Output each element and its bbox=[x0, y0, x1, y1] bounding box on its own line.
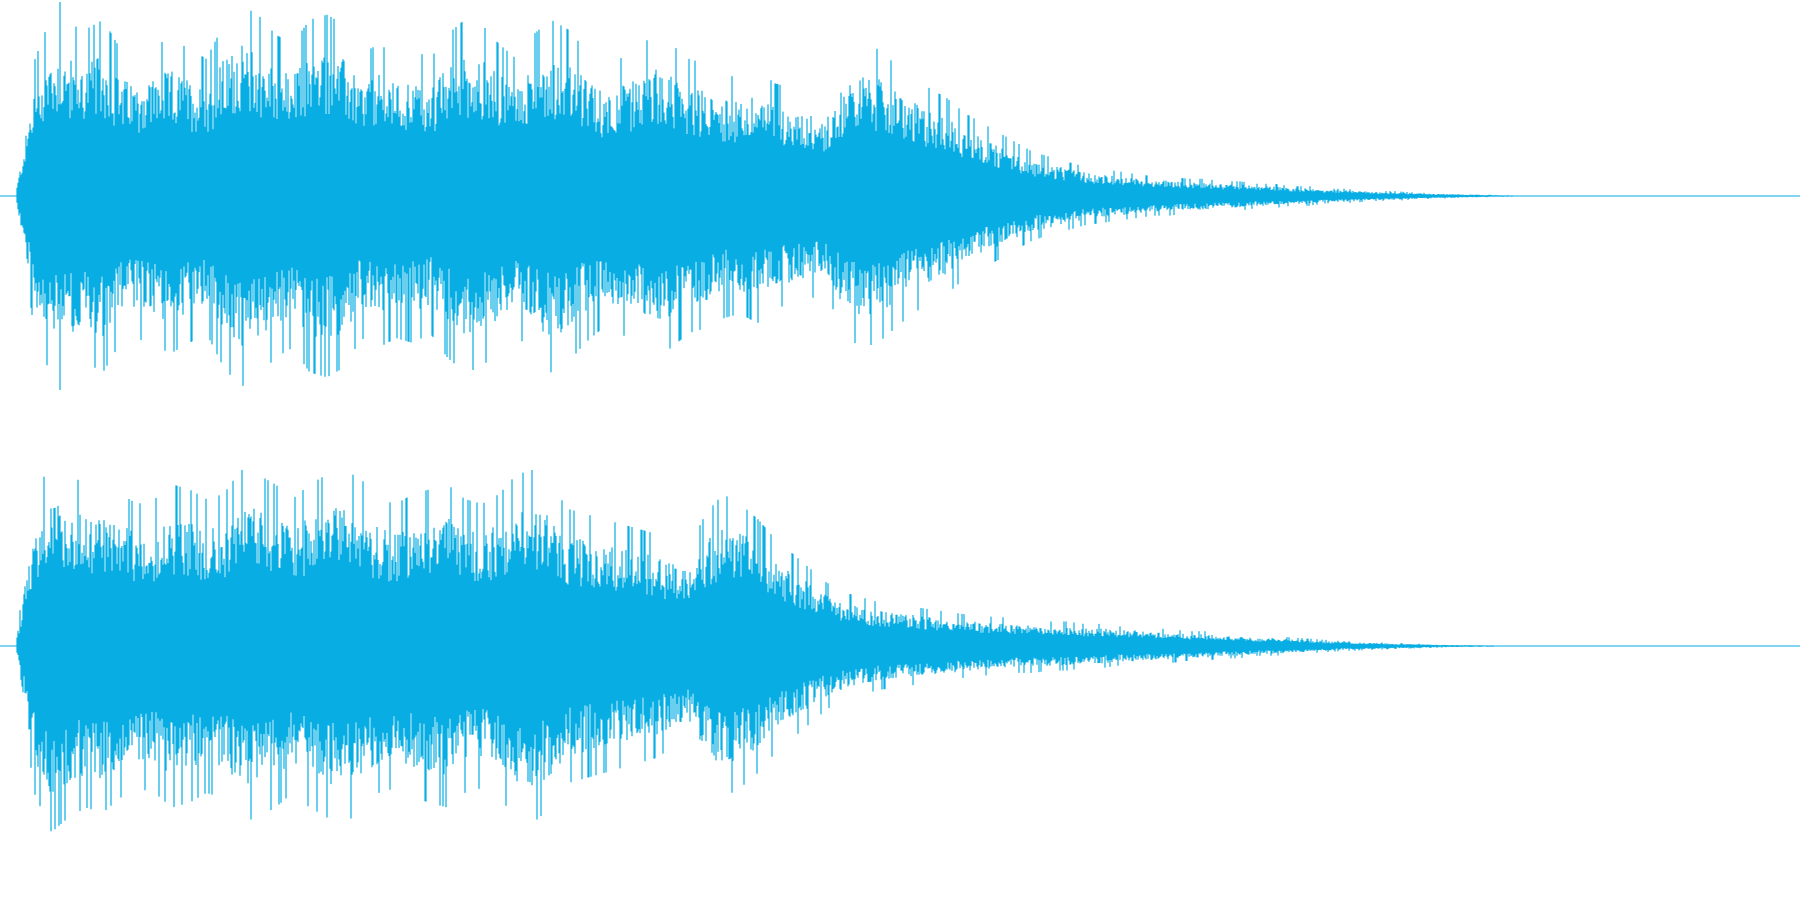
channel-top bbox=[0, 2, 1800, 390]
waveform-shape-bottom bbox=[16, 469, 1516, 832]
waveform-shape-top bbox=[16, 2, 1516, 390]
waveform-bottom bbox=[0, 469, 1800, 832]
channel-bottom bbox=[0, 450, 1800, 900]
waveform-top bbox=[0, 2, 1800, 390]
